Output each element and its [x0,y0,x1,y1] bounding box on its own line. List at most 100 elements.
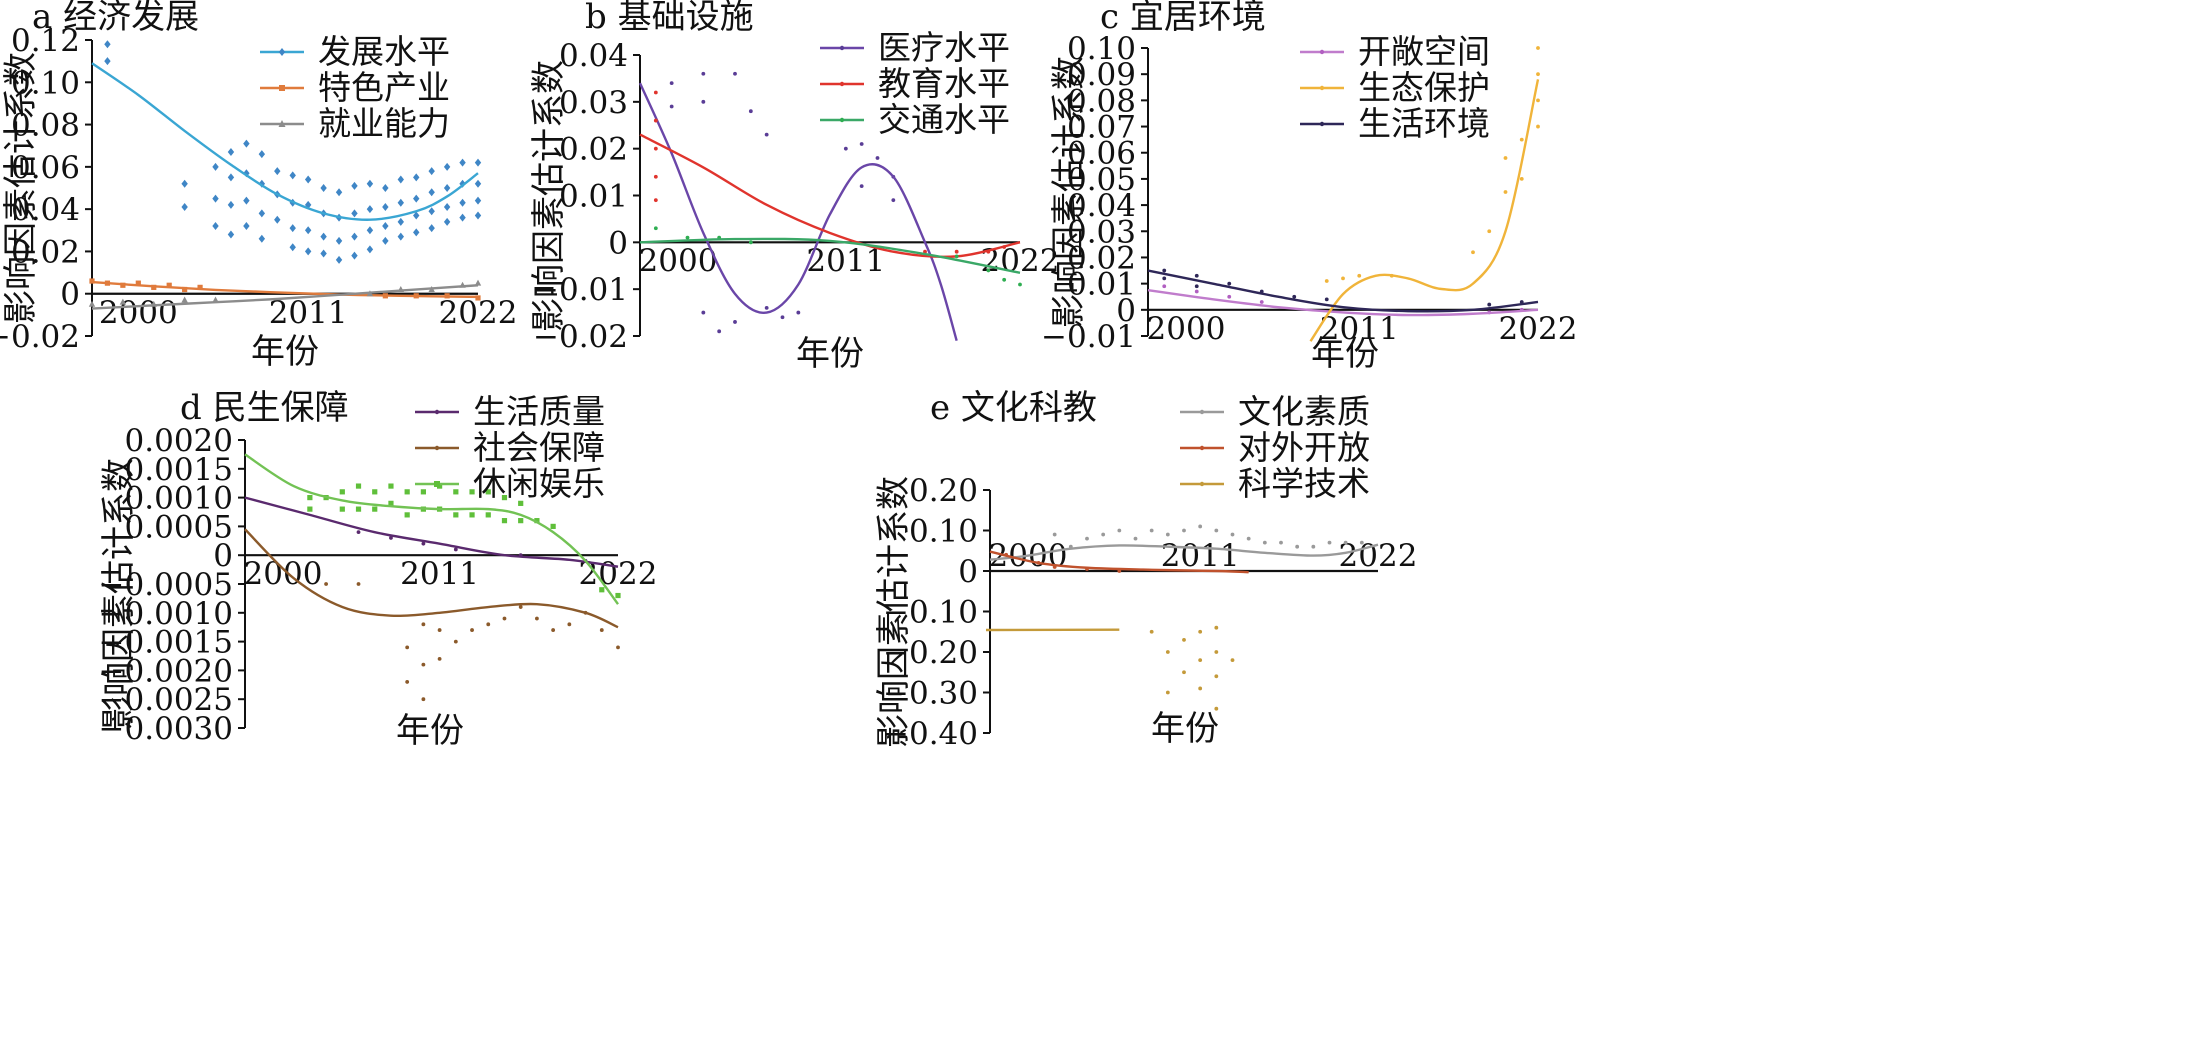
scatter-point [304,247,312,256]
y-tick-label: 0.04 [1067,188,1136,224]
panel-d: d 民生保障0.00200.00150.00100.00050−0.0005−0… [99,388,658,751]
fit-curve [244,528,619,629]
scatter-point [653,198,658,203]
legend-marker [434,481,440,487]
scatter-point [843,146,848,151]
scatter-point [89,278,95,284]
scatter-point [428,188,435,197]
scatter-point [1327,540,1332,545]
legend-marker [1199,409,1205,415]
scatter-point [501,495,508,501]
y-tick-label: 0.03 [1067,214,1136,250]
scatter-point [518,605,523,609]
series-e-1 [989,524,1379,561]
scatter-point [616,645,620,650]
scatter-point [653,146,658,151]
scatter-point [469,512,475,518]
scatter-point [1487,302,1492,307]
scatter-point [372,489,378,495]
scatter-point [1503,190,1508,194]
fit-curve [91,284,479,310]
scatter-point [1295,544,1300,549]
scatter-point [339,506,345,512]
scatter-point [764,306,769,310]
scatter-point [1214,650,1219,654]
scatter-point [685,235,690,240]
scatter-point [1133,536,1138,541]
scatter-point [1194,289,1199,294]
y-tick-label: 0.01 [559,179,628,215]
legend-label: 生活环境 [1358,104,1490,143]
fit-curve [989,543,1379,561]
scatter-point [875,156,880,160]
scatter-point [1214,625,1219,630]
scatter-point [891,198,896,203]
scatter-point [1214,528,1219,533]
scatter-point [474,158,482,167]
fit-curve [989,550,1249,574]
x-tick-label: 2011 [806,243,885,279]
y-tick-label: −0.0020 [99,653,233,689]
scatter-point [1165,690,1170,695]
scatter-point [320,184,327,192]
y-tick-label: 0.02 [1067,240,1136,276]
scatter-point [227,230,235,239]
fit-curve [244,453,619,605]
scatter-point [474,196,482,205]
scatter-point [453,547,458,552]
scatter-point [428,224,435,233]
scatter-point [701,310,706,315]
scatter-point [104,57,111,66]
scatter-point [181,203,188,212]
scatter-point [212,162,219,171]
scatter-point [420,489,426,495]
scatter-point [1182,637,1186,642]
fit-curve [638,82,958,342]
y-tick-label: −0.0010 [99,596,233,632]
x-axis-label: 年份 [396,711,464,751]
scatter-point [443,162,451,171]
scatter-point [567,622,572,627]
legend-marker [1199,445,1205,451]
panel-title: c 宜居环境 [1100,0,1266,37]
scatter-point [669,81,674,85]
legend-marker [839,81,845,87]
scatter-point [1259,300,1264,304]
y-tick-label: 0.06 [1067,136,1136,172]
fit-curve [639,237,1021,274]
scatter-point [289,243,296,252]
plot-area [638,71,1022,342]
y-tick-label: 0.0020 [125,423,233,459]
x-axis-label: 年份 [1311,334,1379,374]
y-tick-label: 0.02 [559,132,628,168]
scatter-point [1018,282,1022,287]
scatter-point [550,523,556,529]
panel-title: a 经济发展 [32,0,199,37]
scatter-point [413,194,420,203]
x-tick-label: 2011 [1161,538,1240,574]
scatter-point [181,296,188,303]
scatter-point [405,645,410,650]
scatter-point [551,628,556,632]
scatter-point [954,249,959,254]
y-tick-label: 0.08 [1067,83,1136,119]
series-b-1 [638,71,958,342]
x-tick-label: 2022 [1499,311,1578,347]
x-tick-label: 2011 [400,556,479,592]
series-a-2 [89,278,481,301]
fit-curve [244,496,619,568]
y-tick-label: 0.0005 [125,509,233,545]
scatter-point [88,300,96,307]
scatter-point [764,132,769,137]
scatter-point [182,286,188,293]
x-tick-label: 2000 [244,556,323,592]
fit-curve [91,62,479,221]
y-axis-label: 影响因素估计系数 [874,476,914,748]
scatter-point [474,279,482,286]
scatter-point [501,518,508,524]
